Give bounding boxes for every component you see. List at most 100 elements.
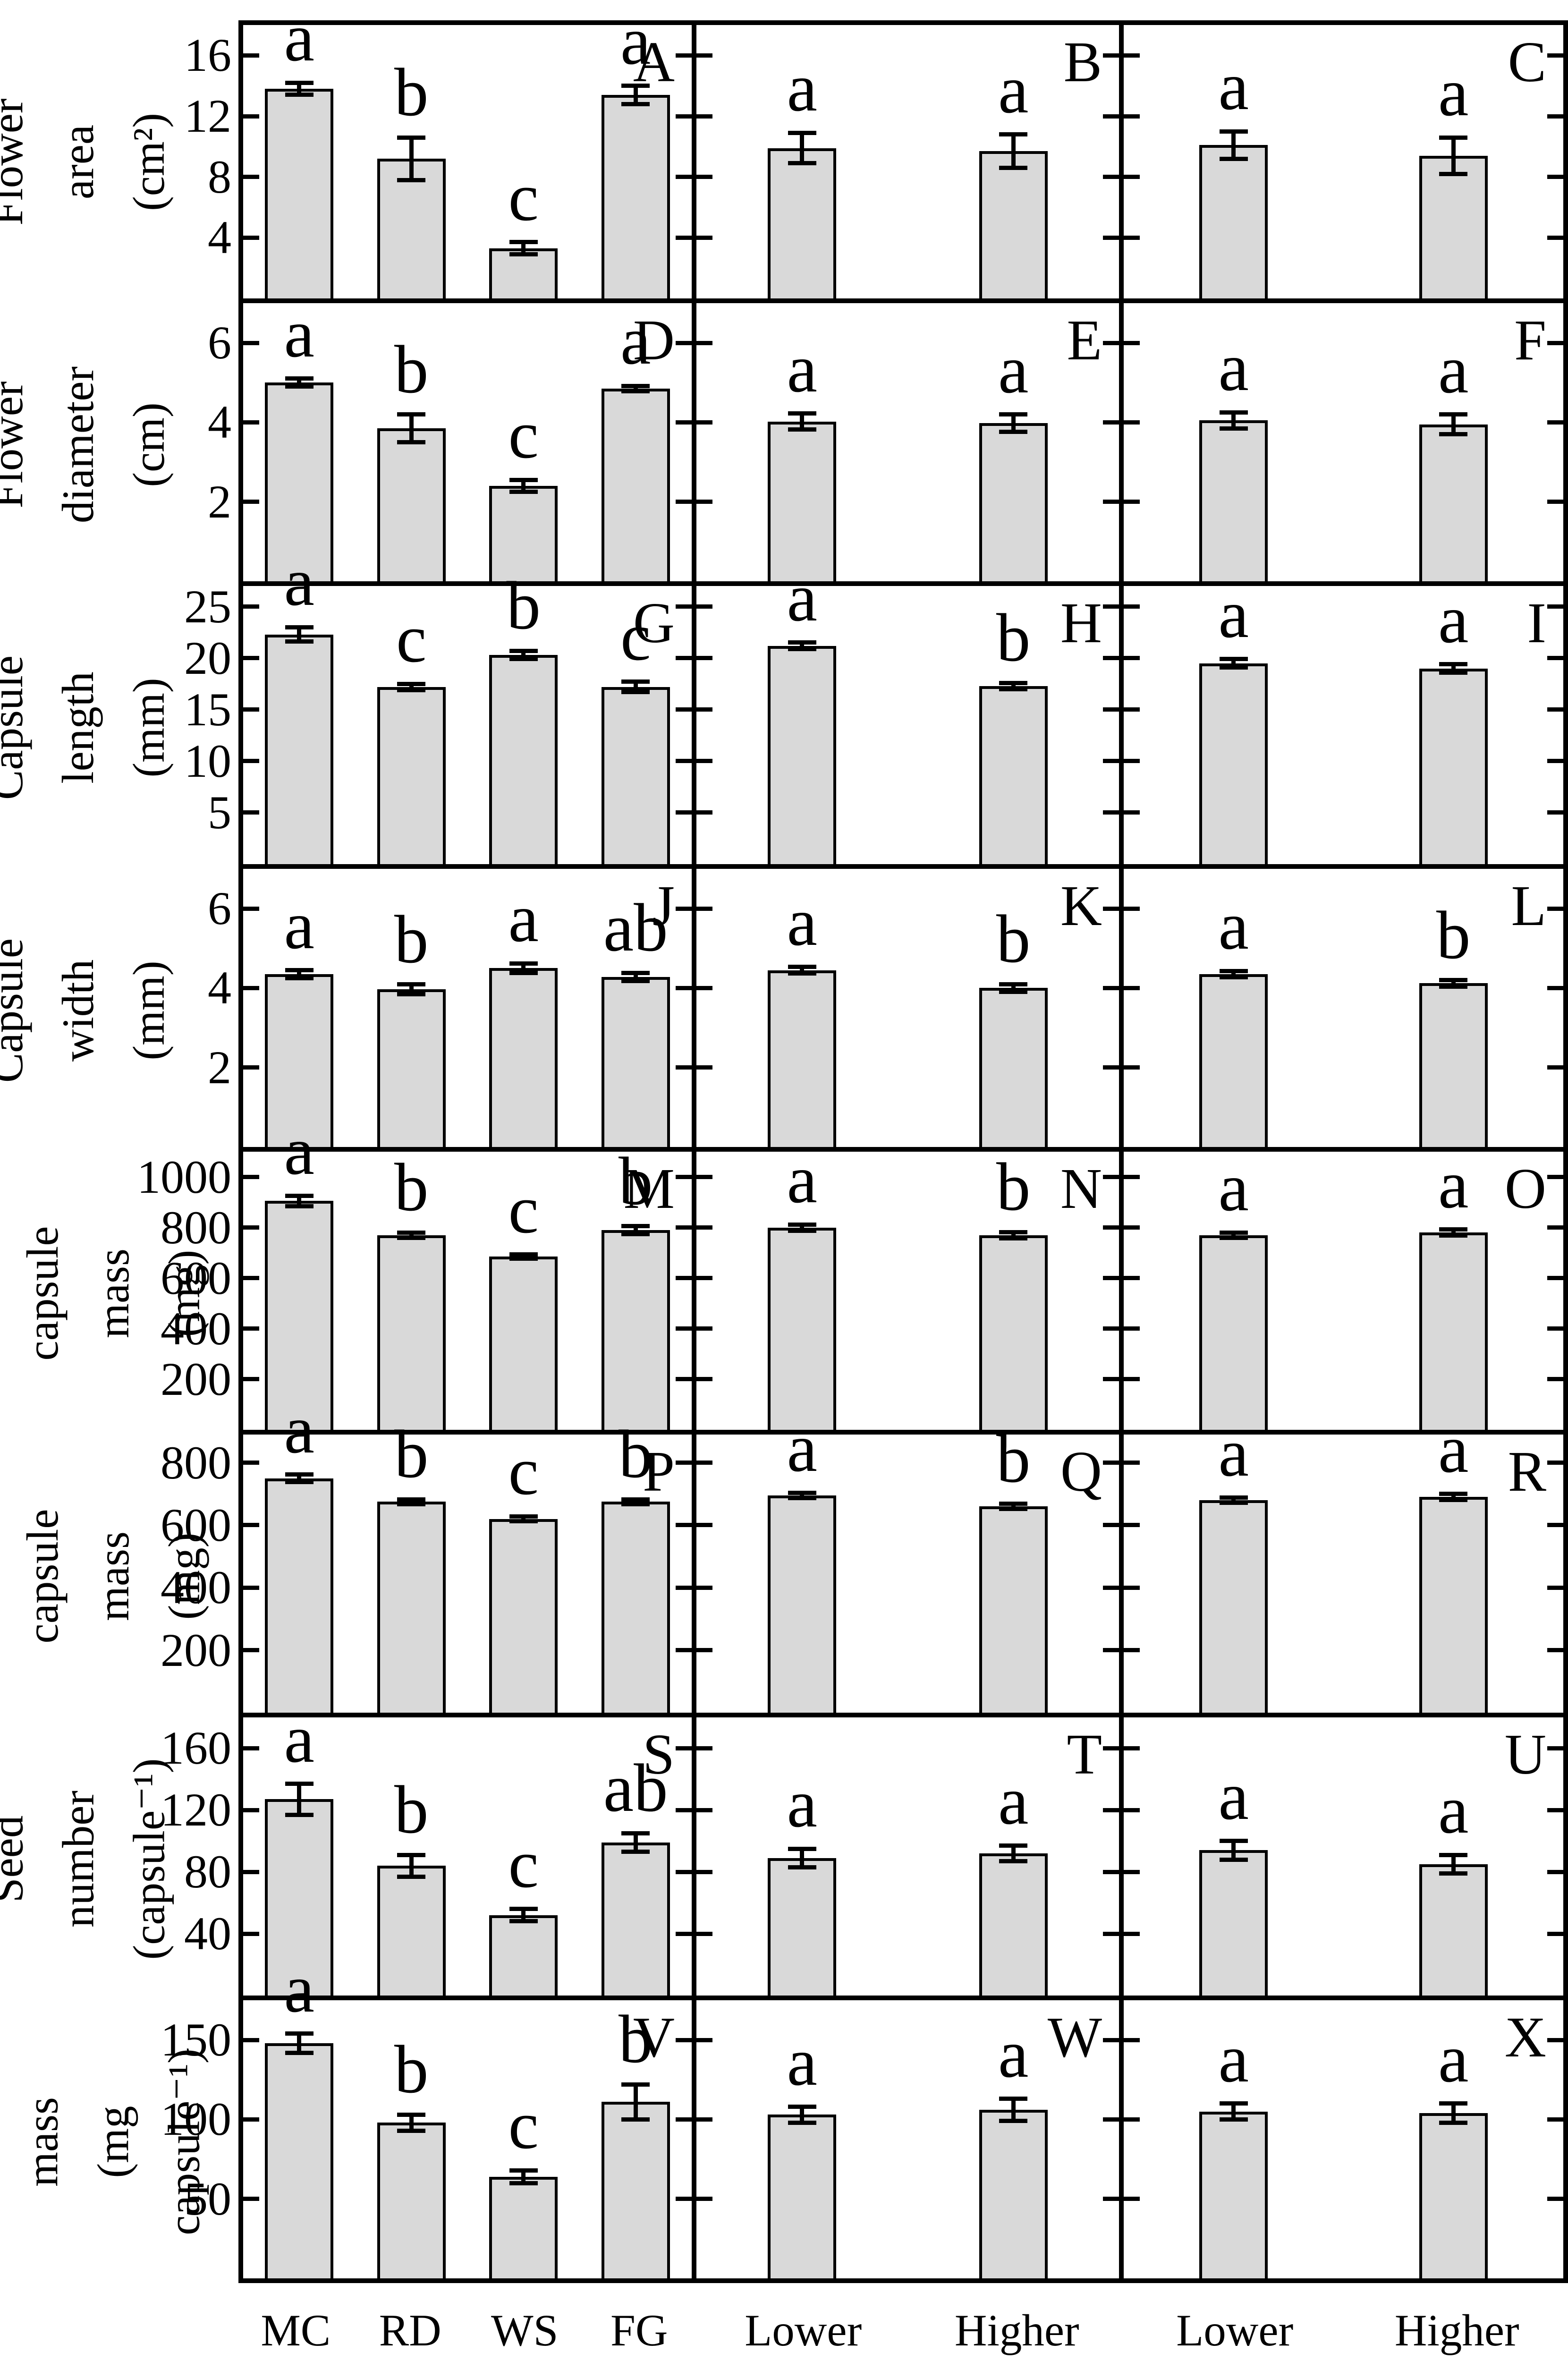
y-tick-mark — [1103, 810, 1119, 815]
y-tick-mark — [676, 420, 692, 425]
significance-letter: a — [998, 331, 1029, 408]
error-bar-cap-top — [621, 1224, 650, 1229]
bar-lower — [1199, 1235, 1268, 1430]
bar-lower — [768, 2115, 837, 2278]
error-bar-cap-top — [999, 1843, 1028, 1848]
error-bar-line — [1451, 414, 1456, 434]
y-tick-mark — [676, 1225, 692, 1230]
y-tick-mark — [1547, 656, 1563, 661]
panel-letter-R: R — [1508, 1440, 1546, 1503]
error-bar-cap-bottom — [509, 1519, 538, 1524]
y-tick-mark — [696, 1461, 712, 1465]
y-tick-mark — [696, 1523, 712, 1528]
y-tick-mark — [243, 2038, 259, 2042]
error-bar-line — [409, 984, 414, 994]
y-tick-mark — [243, 1931, 259, 1936]
y-tick-label: 800 — [161, 1436, 231, 1489]
panel-letter-O: O — [1504, 1157, 1546, 1221]
y-tick-mark — [696, 1377, 712, 1382]
error-bar-cap-bottom — [999, 1236, 1028, 1240]
bar-lower — [1199, 974, 1268, 1147]
y-tick-mark — [1103, 175, 1119, 179]
panel-letter-L: L — [1511, 874, 1546, 938]
error-bar-cap-top — [999, 1230, 1028, 1234]
y-tick-mark — [243, 985, 259, 990]
y-tick-label: 200 — [161, 1623, 231, 1676]
y-tick-label: 40 — [184, 1907, 231, 1960]
y-tick-mark — [1124, 604, 1140, 609]
error-bar-cap-bottom — [397, 1235, 426, 1240]
error-bar-cap-bottom — [1219, 665, 1248, 670]
y-tick-mark — [1103, 1175, 1119, 1180]
error-bar-line — [1011, 414, 1016, 432]
y-tick-mark — [676, 2038, 692, 2042]
error-bar-cap-bottom — [397, 178, 426, 182]
panel-letter-N: N — [1060, 1157, 1102, 1221]
y-tick-mark — [1103, 1585, 1119, 1590]
y-tick-mark — [1124, 810, 1140, 815]
significance-letter: b — [394, 331, 429, 408]
bar-fg — [601, 1843, 670, 1996]
y-tick-mark — [243, 810, 259, 815]
significance-letter: a — [284, 544, 314, 620]
y-tick-label: 160 — [161, 1722, 231, 1775]
y-tick-mark — [696, 53, 712, 58]
y-tick-mark — [676, 1276, 692, 1281]
error-bar-cap-bottom — [788, 646, 816, 651]
y-tick-mark — [1547, 1648, 1563, 1653]
y-tick-mark — [676, 707, 692, 712]
panel-letter-P: P — [643, 1440, 675, 1503]
error-bar-cap-top — [509, 648, 538, 653]
error-bar-line — [521, 2170, 526, 2183]
y-tick-mark — [1547, 1931, 1563, 1936]
error-bar-cap-top — [1439, 1852, 1468, 1857]
y-tick-mark — [696, 175, 712, 179]
error-bar-line — [1011, 1232, 1016, 1239]
bar-higher — [1419, 983, 1488, 1147]
y-tick-label: 25 — [184, 580, 231, 633]
error-bar-line — [1231, 131, 1236, 159]
y-tick-mark — [1103, 1931, 1119, 1936]
y-tick-mark — [1547, 2038, 1563, 2042]
y-tick-mark — [1103, 985, 1119, 990]
error-bar-line — [800, 1493, 805, 1498]
error-bar-line — [1451, 1494, 1456, 1500]
y-tick-mark — [243, 656, 259, 661]
error-bar-cap-top — [1439, 135, 1468, 140]
error-bar-line — [409, 1499, 414, 1504]
error-bar-line — [633, 973, 638, 981]
y-tick-mark — [676, 1648, 692, 1653]
y-tick-mark — [696, 420, 712, 425]
error-bar-cap-top — [285, 80, 314, 85]
y-tick-mark — [696, 810, 712, 815]
y-tick-mark — [1547, 235, 1563, 240]
bar-fg — [601, 1230, 670, 1430]
y-tick-mark — [676, 656, 692, 661]
y-tick-mark — [696, 1931, 712, 1936]
error-bar-cap-bottom — [509, 657, 538, 662]
y-tick-mark — [243, 1523, 259, 1528]
y-tick-mark — [1547, 1065, 1563, 1070]
y-tick-mark — [1124, 1585, 1140, 1590]
y-tick-mark — [1124, 759, 1140, 764]
y-tick-mark — [1103, 1377, 1119, 1382]
significance-letter: a — [284, 887, 314, 963]
significance-letter: c — [508, 2088, 539, 2164]
panel-letter-V: V — [633, 2005, 675, 2069]
error-bar-cap-bottom — [621, 690, 650, 695]
significance-letter: c — [508, 1826, 539, 1902]
bar-rd — [377, 159, 446, 298]
significance-letter: a — [1438, 331, 1469, 408]
error-bar-line — [633, 2084, 638, 2120]
bar-higher — [979, 988, 1048, 1147]
y-tick-mark — [1124, 906, 1140, 911]
y-tick-mark — [696, 1276, 712, 1281]
error-bar-cap-bottom — [1439, 2120, 1468, 2125]
error-bar-cap-bottom — [788, 1495, 816, 1500]
